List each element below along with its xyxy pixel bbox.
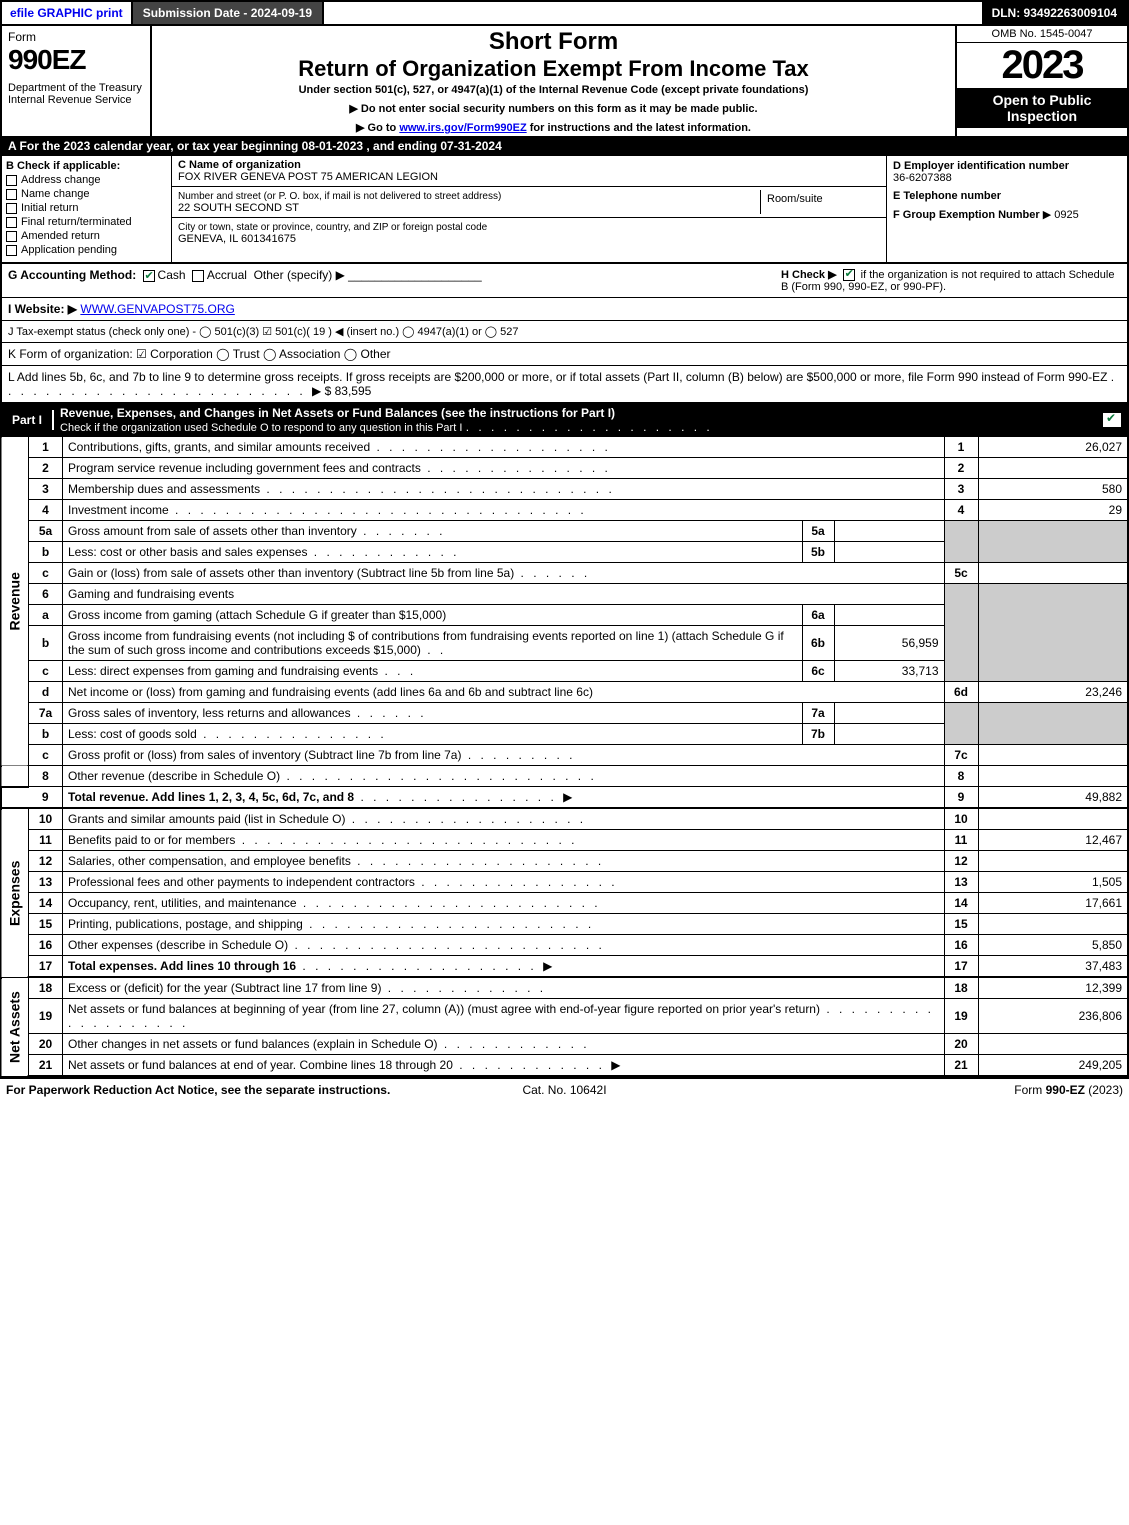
return-title: Return of Organization Exempt From Incom… [156,56,951,82]
line-a: A For the 2023 calendar year, or tax yea… [0,136,1129,156]
part-i-title: Revenue, Expenses, and Changes in Net As… [60,406,615,420]
revenue-label: Revenue [1,437,29,766]
expenses-label: Expenses [1,809,29,977]
form-title-block: Short Form Return of Organization Exempt… [152,26,957,136]
section-c: C Name of organization FOX RIVER GENEVA … [172,156,887,262]
efile-print-link[interactable]: efile GRAPHIC print [2,2,133,24]
part-i-checkbox[interactable] [1103,413,1121,427]
form-id-block: Form 990EZ Department of the Treasury In… [2,26,152,136]
topbar-spacer [324,2,981,24]
c-street-label: Number and street (or P. O. box, if mail… [178,191,501,202]
dln-label: DLN: 93492263009104 [982,2,1127,24]
i-label: I Website: ▶ [8,302,77,316]
part-i-header: Part I Revenue, Expenses, and Changes in… [0,403,1129,437]
under-section: Under section 501(c), 527, or 4947(a)(1)… [156,84,951,96]
expenses-table: Expenses 10 Grants and similar amounts p… [0,809,1129,978]
revenue-table: Revenue 1 Contributions, gifts, grants, … [0,437,1129,809]
form-header: Form 990EZ Department of the Treasury In… [0,26,1129,136]
footer-right: Form 990-EZ (2023) [607,1083,1123,1097]
footer-center: Cat. No. 10642I [522,1083,606,1097]
g-label: G Accounting Method: [8,268,136,282]
d-label: D Employer identification number [893,160,1069,172]
omb-number: OMB No. 1545-0047 [957,26,1127,43]
cb-address-change[interactable]: Address change [6,174,167,186]
cb-cash[interactable] [143,270,155,282]
city-value: GENEVA, IL 601341675 [178,233,296,245]
tax-year: 2023 [957,43,1127,88]
line-k: K Form of organization: ☑ Corporation ◯ … [0,343,1129,366]
irs-link[interactable]: www.irs.gov/Form990EZ [399,122,526,134]
line-gh: G Accounting Method: Cash Accrual Other … [0,264,1129,298]
website-link[interactable]: WWW.GENVAPOST75.ORG [80,302,234,316]
h-label: H Check ▶ [781,269,837,281]
form-number: 990EZ [8,44,144,76]
val-1: 26,027 [978,437,1128,458]
cb-accrual[interactable] [192,270,204,282]
cb-final-return[interactable]: Final return/terminated [6,216,167,228]
cb-initial-return[interactable]: Initial return [6,202,167,214]
ssn-note: ▶ Do not enter social security numbers o… [156,102,951,115]
section-b-label: B Check if applicable: [6,160,120,172]
cb-h[interactable] [843,269,855,281]
netassets-label: Net Assets [1,978,29,1076]
header-right: OMB No. 1545-0047 2023 Open to Public In… [957,26,1127,136]
line-i: I Website: ▶ WWW.GENVAPOST75.ORG [0,298,1129,321]
footer-left: For Paperwork Reduction Act Notice, see … [6,1083,522,1097]
c-name-label: C Name of organization [178,159,301,171]
line-l: L Add lines 5b, 6c, and 7b to line 9 to … [0,366,1129,403]
f-label: F Group Exemption Number [893,209,1040,221]
f-value: ▶ 0925 [1043,209,1079,221]
form-word: Form [8,30,144,44]
org-name: FOX RIVER GENEVA POST 75 AMERICAN LEGION [178,171,438,183]
l-amount: ▶ $ 83,595 [312,384,371,398]
room-suite: Room/suite [760,190,880,214]
cb-application-pending[interactable]: Application pending [6,244,167,256]
goto-note: ▶ Go to www.irs.gov/Form990EZ for instru… [156,121,951,134]
submission-date: Submission Date - 2024-09-19 [133,2,324,24]
ein-value: 36-6207388 [893,172,952,184]
page-footer: For Paperwork Reduction Act Notice, see … [0,1077,1129,1101]
line-j: J Tax-exempt status (check only one) - ◯… [0,321,1129,343]
part-i-sub: Check if the organization used Schedule … [60,422,462,434]
street-value: 22 SOUTH SECOND ST [178,202,299,214]
section-b: B Check if applicable: Address change Na… [2,156,172,262]
dept-label: Department of the Treasury Internal Reve… [8,82,144,106]
e-label: E Telephone number [893,190,1001,202]
net-assets-table: Net Assets 18 Excess or (deficit) for th… [0,978,1129,1077]
c-city-label: City or town, state or province, country… [178,222,487,233]
l-text: L Add lines 5b, 6c, and 7b to line 9 to … [8,370,1107,384]
cb-amended-return[interactable]: Amended return [6,230,167,242]
part-i-tag: Part I [2,410,54,430]
top-bar: efile GRAPHIC print Submission Date - 20… [0,0,1129,26]
cb-name-change[interactable]: Name change [6,188,167,200]
section-def: D Employer identification number 36-6207… [887,156,1127,262]
short-form-title: Short Form [156,28,951,56]
info-grid: B Check if applicable: Address change Na… [0,156,1129,264]
open-to-public: Open to Public Inspection [957,88,1127,128]
